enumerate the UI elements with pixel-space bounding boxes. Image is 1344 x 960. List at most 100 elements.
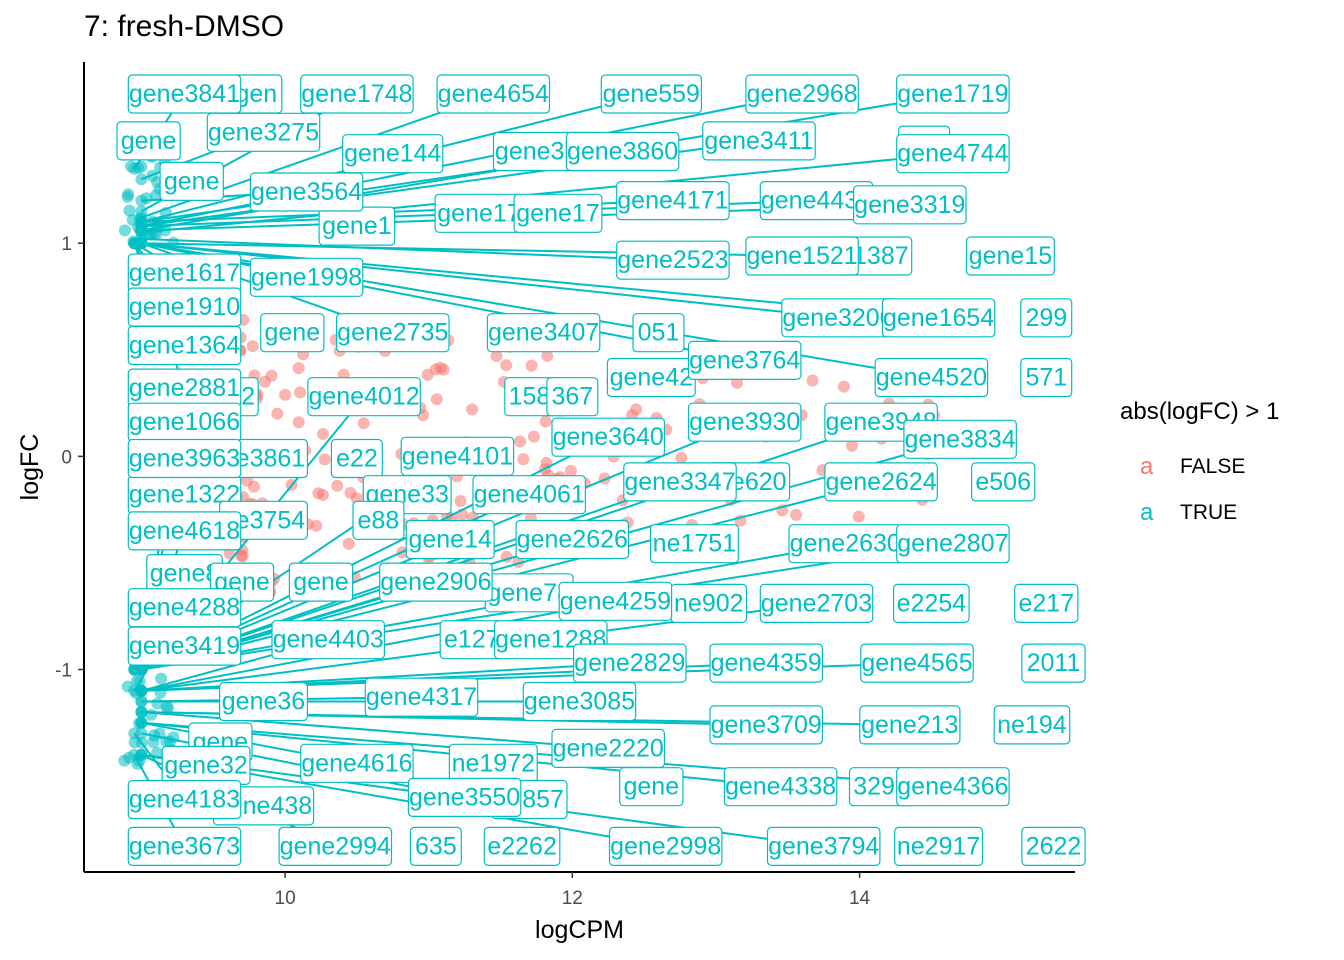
point-false: [318, 453, 331, 466]
point-false: [564, 464, 577, 477]
legend-label-true: TRUE: [1180, 501, 1238, 524]
label-box: [896, 524, 1010, 564]
gene-label: gene4618: [127, 511, 242, 551]
label-box: [970, 462, 1036, 502]
label-text: gene: [293, 568, 349, 596]
label-text: gene3930: [689, 408, 800, 436]
label-box: [159, 161, 224, 201]
label-text: gene3085: [524, 688, 635, 716]
label-box: [483, 826, 561, 867]
gene-label-partial: e88: [352, 500, 405, 540]
gene-label-partial: gene17: [434, 193, 524, 233]
point-false: [525, 359, 538, 372]
label-text: gene3860: [567, 138, 678, 166]
label-text: gene4744: [897, 140, 1008, 168]
label-box: [330, 438, 383, 479]
gene-label: gene1998: [249, 257, 364, 297]
label-text: gene3411: [704, 127, 813, 155]
label-text: gene3564: [251, 178, 362, 206]
gene-label-partial: 367: [546, 377, 599, 417]
gene-label: gene4183: [127, 779, 242, 820]
gene-label: gene1654: [881, 298, 996, 338]
legend-item-true: a TRUE: [1120, 490, 1279, 536]
point-true: [151, 697, 164, 710]
label-box: [249, 257, 364, 297]
gene-label: gene1910: [127, 287, 242, 327]
gene-label: gene4616: [300, 743, 414, 783]
gene-label-partial: 571: [1020, 357, 1073, 398]
label-box: [515, 519, 630, 560]
label-box: [766, 826, 881, 867]
gene-label: gene3794: [766, 826, 881, 867]
label-box: [546, 377, 599, 417]
label-box: [127, 438, 242, 479]
x-tick-label: 12: [562, 888, 583, 909]
label-box: [271, 620, 386, 660]
label-box: [687, 340, 802, 380]
label-box: [249, 172, 364, 212]
point-false: [846, 439, 858, 452]
gene-label: gene2630: [788, 524, 903, 564]
gene-label-partial: gene: [159, 161, 224, 201]
label-box: [300, 74, 414, 114]
label-box: [759, 583, 874, 624]
gene-label-partial: 051: [632, 313, 685, 353]
point-false: [316, 488, 329, 501]
label-text: gene4171: [617, 187, 728, 215]
gene-label: gene4317: [364, 677, 479, 717]
gene-label-partial: 635: [409, 826, 462, 867]
label-text: gene1521: [746, 242, 857, 270]
label-text: gene3200: [782, 304, 893, 332]
label-box: [513, 193, 603, 233]
gene-label: gene2829: [572, 643, 687, 683]
label-text: gene2703: [761, 589, 872, 617]
gene-label: gene4338: [723, 767, 838, 807]
legend-title: abs(logFC) > 1: [1120, 398, 1280, 425]
label-box: [400, 436, 515, 476]
gene-label-partial: 299: [1020, 298, 1073, 338]
label-box: [745, 74, 859, 114]
label-connector: [141, 242, 839, 319]
label-text: gene4012: [308, 383, 419, 411]
label-text: gene: [264, 319, 320, 347]
gene-label: gene1748: [300, 74, 414, 114]
gene-label-partial: e506: [970, 462, 1036, 502]
gene-label: gene2735: [336, 313, 450, 353]
point-false: [490, 350, 503, 362]
label-box: [896, 74, 1010, 114]
gene-label: gene1617: [127, 253, 242, 293]
point-true: [123, 204, 136, 217]
label-text: e127: [444, 626, 500, 654]
label-text: ne2917: [897, 832, 980, 860]
legend-key-false: a: [1140, 453, 1154, 480]
gene-label: gene4171: [616, 181, 730, 221]
label-text: gene4565: [861, 649, 972, 677]
label-text: 2622: [1026, 832, 1082, 860]
gene-label-partial: ne1972: [448, 743, 538, 783]
gene-label: gene3411: [702, 121, 816, 161]
gene-label: gene1521: [745, 236, 859, 276]
label-text: gene2881: [129, 374, 240, 402]
y-tick-label: -1: [55, 661, 72, 682]
label-text: e88: [358, 506, 400, 534]
label-box: [219, 681, 309, 722]
y-tick-label: 0: [61, 447, 72, 468]
gene-label: gene3764: [687, 340, 802, 380]
label-text: gene2906: [380, 568, 491, 596]
point-false: [265, 369, 278, 382]
gene-label: gene1364: [127, 325, 242, 366]
label-box: [894, 826, 984, 867]
label-text: gene4288: [129, 594, 240, 622]
point-false: [675, 451, 688, 464]
label-text: gene213: [861, 711, 958, 739]
gene-label: gene2998: [608, 826, 723, 867]
gene-label: gene3860: [565, 131, 680, 172]
label-text: gene1066: [129, 408, 240, 436]
y-tick-label: 1: [61, 234, 72, 255]
label-box: [342, 134, 444, 174]
label-text: 571: [1025, 364, 1067, 392]
label-text: gene144: [344, 140, 441, 168]
label-text: gene2735: [337, 319, 448, 347]
gene-label-partial: gene3407: [486, 313, 601, 353]
label-text: gene3640: [553, 423, 664, 451]
